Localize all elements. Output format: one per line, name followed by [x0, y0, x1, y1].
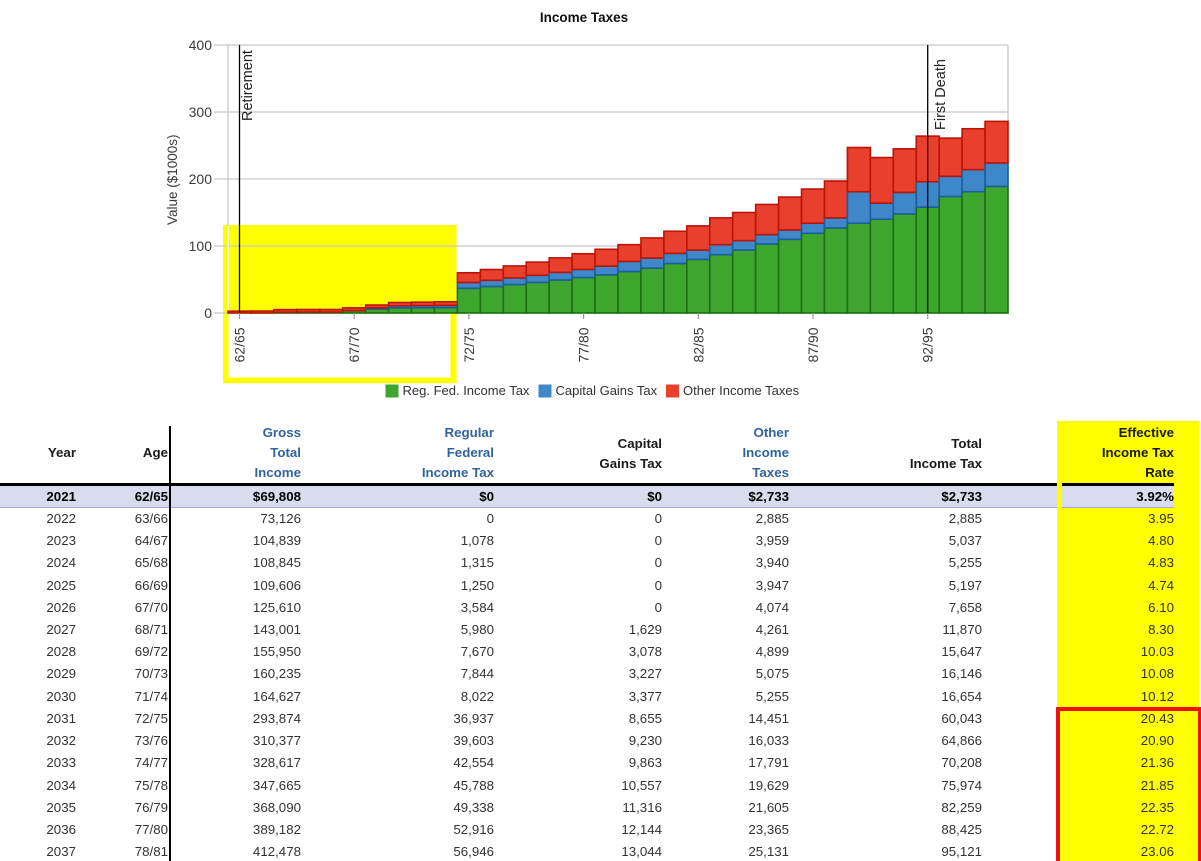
- svg-text:Retirement: Retirement: [240, 50, 256, 121]
- svg-text:82/85: 82/85: [690, 327, 706, 362]
- svg-text:400: 400: [189, 37, 213, 53]
- svg-text:92/95: 92/95: [920, 327, 936, 362]
- svg-text:100: 100: [189, 238, 213, 254]
- svg-text:First Death: First Death: [933, 59, 949, 130]
- svg-text:87/90: 87/90: [805, 327, 821, 362]
- svg-text:0: 0: [204, 305, 212, 321]
- svg-text:Reg. Fed. Income Tax: Reg. Fed. Income Tax: [403, 383, 530, 398]
- svg-text:Income Taxes: Income Taxes: [540, 10, 628, 25]
- svg-text:67/70: 67/70: [346, 327, 362, 362]
- svg-text:77/80: 77/80: [576, 327, 592, 362]
- svg-text:Value ($1000s): Value ($1000s): [165, 134, 180, 225]
- svg-text:300: 300: [189, 104, 213, 120]
- svg-text:72/75: 72/75: [461, 327, 477, 362]
- svg-text:62/65: 62/65: [232, 327, 248, 362]
- svg-text:Other Income Taxes: Other Income Taxes: [683, 383, 800, 398]
- svg-text:Capital Gains Tax: Capital Gains Tax: [556, 383, 658, 398]
- svg-text:200: 200: [189, 171, 213, 187]
